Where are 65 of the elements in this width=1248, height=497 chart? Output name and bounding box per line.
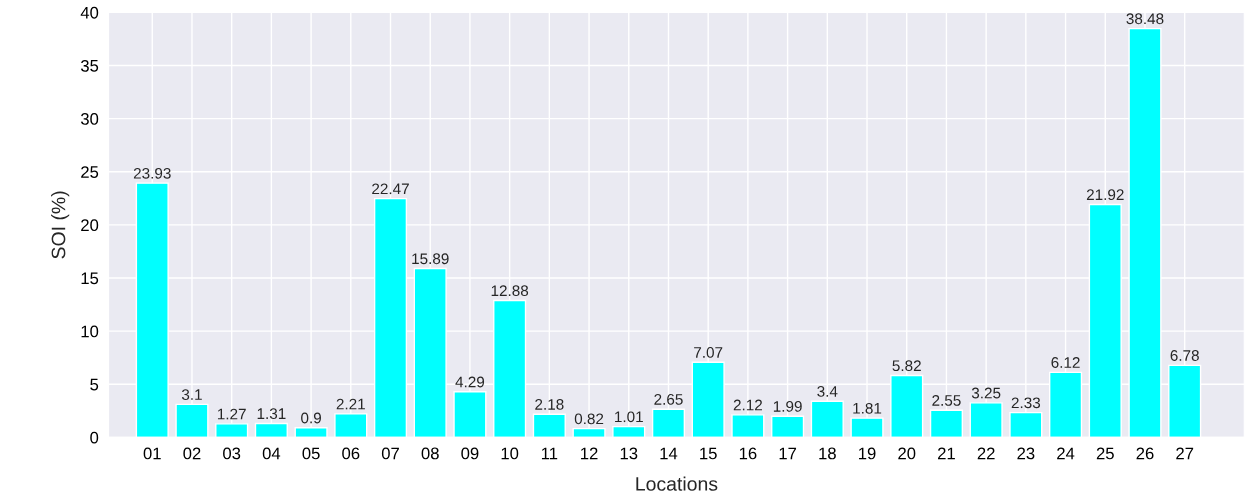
data-label: 6.78 — [1170, 350, 1199, 361]
data-label: 3.1 — [181, 389, 202, 401]
x-tick-label: 15 — [700, 447, 717, 460]
y-tick-label: 35 — [80, 59, 99, 72]
x-tick-label: 22 — [977, 447, 995, 460]
x-tick-label: 20 — [898, 447, 916, 460]
data-label: 2.65 — [654, 393, 683, 405]
data-label: 2.33 — [1011, 397, 1041, 409]
data-label: 6.12 — [1051, 357, 1080, 368]
data-label: 2.55 — [932, 395, 961, 406]
x-tick-label: 07 — [381, 447, 399, 460]
y-tick-label: 30 — [80, 113, 99, 125]
x-tick-label: 16 — [739, 447, 757, 460]
x-tick-label: 21 — [938, 447, 955, 460]
x-tick-label: 12 — [581, 447, 598, 460]
y-tick-label: 15 — [81, 272, 99, 285]
data-label: 22.47 — [372, 183, 409, 195]
x-tick-label: 10 — [501, 447, 519, 460]
x-tick-label: 27 — [1176, 447, 1194, 460]
x-tick-label: 03 — [223, 447, 241, 460]
data-label: 1.01 — [615, 411, 643, 423]
data-label: 21.92 — [1086, 189, 1124, 201]
data-label: 7.07 — [694, 347, 723, 358]
data-label: 5.82 — [892, 360, 921, 372]
y-tick-label: 20 — [81, 219, 99, 232]
x-tick-label: 05 — [302, 447, 320, 460]
y-tick-label: 5 — [90, 378, 99, 391]
y-tick-label: 0 — [90, 431, 99, 444]
x-tick-label: 14 — [660, 447, 678, 460]
x-axis-title: Locations — [636, 476, 718, 491]
data-label: 1.27 — [217, 408, 246, 420]
x-tick-label: 04 — [262, 447, 281, 460]
data-label: 1.31 — [257, 408, 286, 420]
data-label: 15.89 — [412, 253, 449, 265]
data-label: 12.88 — [491, 285, 529, 297]
x-tick-label: 11 — [541, 447, 558, 460]
x-tick-label: 08 — [421, 447, 439, 460]
data-label: 0.9 — [301, 412, 321, 424]
x-tick-label: 09 — [461, 447, 479, 460]
x-tick-label: 01 — [143, 447, 161, 460]
data-label: 0.82 — [574, 413, 604, 425]
data-label: 38.48 — [1126, 13, 1164, 25]
data-label: 4.29 — [455, 376, 485, 388]
x-tick-label: 17 — [779, 447, 797, 460]
x-tick-label: 26 — [1136, 447, 1154, 460]
y-tick-label: 40 — [80, 6, 99, 19]
data-label: 3.25 — [971, 387, 1001, 399]
x-tick-label: 02 — [183, 447, 201, 460]
data-label: 23.93 — [133, 167, 171, 179]
x-tick-label: 19 — [859, 447, 876, 460]
x-tick-label: 06 — [342, 447, 360, 460]
x-tick-label: 13 — [620, 447, 638, 460]
data-label: 2.21 — [336, 398, 365, 410]
x-tick-label: 24 — [1057, 447, 1075, 460]
data-label: 1.99 — [773, 400, 802, 412]
data-label: 3.4 — [817, 386, 838, 397]
y-tick-label: 10 — [81, 325, 99, 338]
data-label: 2.18 — [535, 398, 564, 410]
x-tick-label: 25 — [1096, 447, 1114, 460]
y-axis-title: SOI (%) — [51, 191, 70, 259]
x-tick-label: 23 — [1017, 447, 1035, 460]
y-tick-label: 25 — [81, 166, 99, 178]
data-label: 1.81 — [853, 402, 882, 414]
x-tick-label: 18 — [819, 447, 836, 460]
data-label: 2.12 — [733, 399, 762, 411]
